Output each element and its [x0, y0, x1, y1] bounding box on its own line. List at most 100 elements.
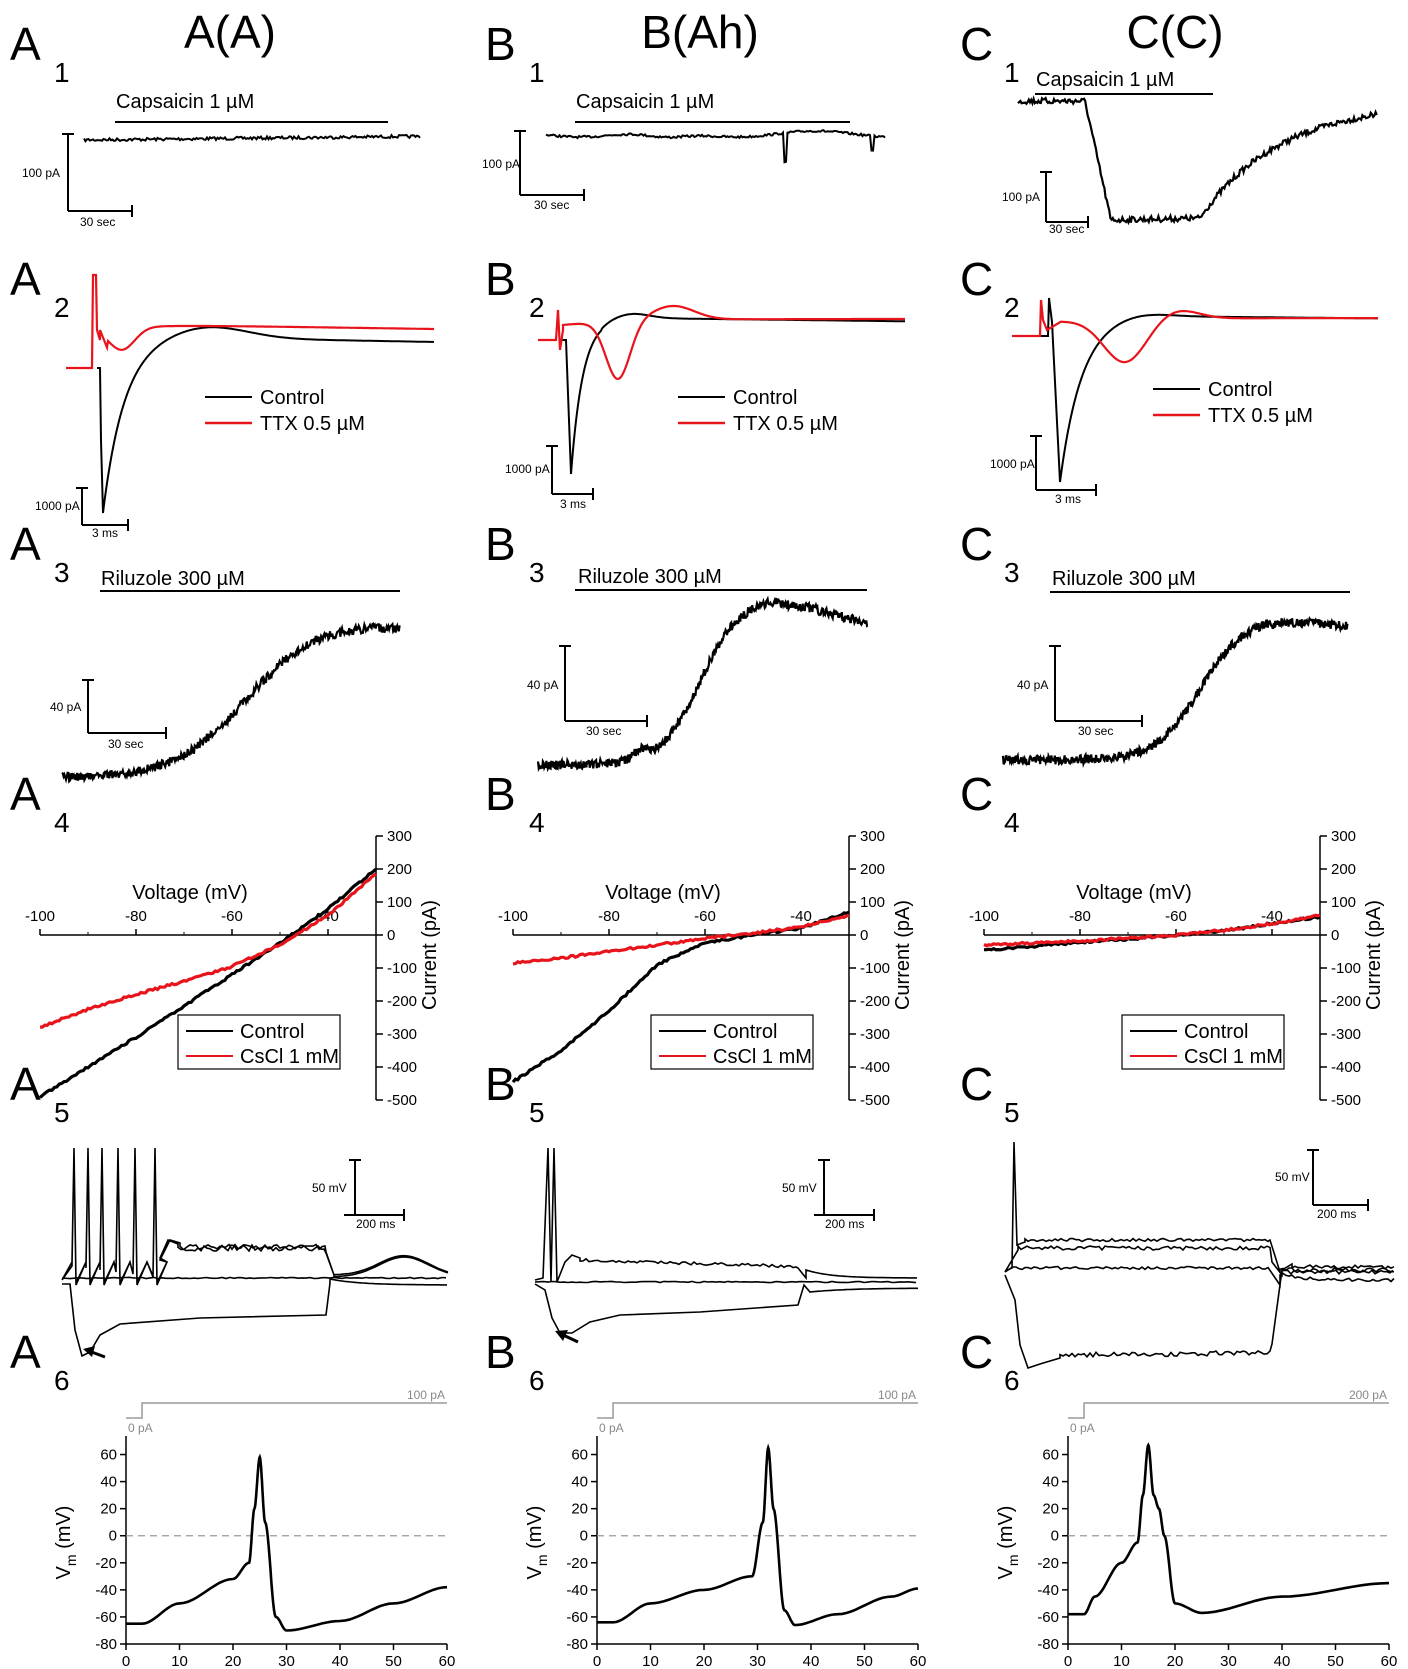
- legend: Control CsCl 1 mM: [177, 1014, 341, 1070]
- scale-time-label: 30 sec: [1078, 724, 1113, 738]
- y-tick-label: 60: [571, 1447, 588, 1464]
- drug-label: Riluzole 300 µM: [101, 568, 245, 590]
- legend: Control CsCl 1 mM: [1121, 1014, 1285, 1070]
- legend-cscl: CsCl 1 mM: [240, 1046, 339, 1068]
- svg-text:5: 5: [1004, 1097, 1020, 1128]
- panel-label-b5: B5: [485, 1058, 545, 1128]
- y-tick-label: 200: [387, 861, 412, 878]
- x-tick-label: -60: [1165, 908, 1187, 925]
- stim-step-label: 200 pA: [1349, 1388, 1387, 1402]
- y-tick-label: 20: [571, 1501, 588, 1518]
- y-axis-label: Vm (mV): [53, 1506, 79, 1580]
- panel-label-b2: B2: [485, 253, 545, 323]
- svg-text:4: 4: [54, 807, 70, 838]
- x-tick-label: 30: [278, 1653, 295, 1669]
- y-tick-label: -60: [566, 1609, 588, 1626]
- y-axis-label: Current (pA): [892, 900, 914, 1010]
- y-tick-label: -80: [1037, 1636, 1059, 1653]
- x-tick-label: 50: [1327, 1653, 1344, 1669]
- svg-text:A: A: [10, 518, 41, 570]
- svg-text:B: B: [485, 18, 516, 70]
- scale-time-label: 30 sec: [534, 198, 569, 212]
- y-tick-label: 20: [100, 1501, 117, 1518]
- arrow-icon: [555, 1330, 579, 1344]
- scale-current-label: 40 pA: [50, 700, 81, 714]
- svg-text:C: C: [960, 518, 993, 570]
- panel-label-b4: B4: [485, 768, 545, 838]
- x-axis-label: Voltage (mV): [605, 882, 721, 904]
- svg-text:3: 3: [529, 557, 545, 588]
- scale-voltage-label: 50 mV: [1275, 1170, 1310, 1184]
- y-tick-label: 20: [1042, 1501, 1059, 1518]
- drug-label: Riluzole 300 µM: [1052, 568, 1196, 590]
- scale-time-label: 30 sec: [1049, 222, 1084, 236]
- y-tick-label: -40: [566, 1582, 588, 1599]
- x-tick-label: 0: [593, 1653, 601, 1669]
- svg-text:B: B: [485, 768, 516, 820]
- scale-voltage-label: 50 mV: [782, 1181, 817, 1195]
- ap-trace: [597, 1443, 919, 1627]
- x-tick-label: -100: [25, 908, 55, 925]
- y-tick-label: 0: [860, 927, 868, 944]
- y-tick-label: 0: [1331, 927, 1339, 944]
- svg-text:C: C: [960, 1326, 993, 1378]
- legend-control: Control: [1184, 1021, 1248, 1043]
- scale-current-label: 40 pA: [1017, 678, 1048, 692]
- panel-label-a1: A1: [10, 18, 70, 88]
- y-tick-label: 300: [387, 828, 412, 845]
- x-tick-label: 50: [856, 1653, 873, 1669]
- y-tick-label: -100: [860, 960, 890, 977]
- y-tick-label: -20: [95, 1555, 117, 1572]
- y-tick-label: 200: [1331, 861, 1356, 878]
- y-axis-label: Vm (mV): [524, 1506, 550, 1580]
- panel-label-b3: B3: [485, 518, 545, 588]
- x-tick-label: -100: [498, 908, 528, 925]
- legend-cscl: CsCl 1 mM: [713, 1046, 812, 1068]
- y-tick-label: -80: [95, 1636, 117, 1653]
- svg-text:6: 6: [529, 1365, 545, 1396]
- panel-label-c4: C4: [960, 768, 1020, 838]
- x-tick-label: -60: [694, 908, 716, 925]
- x-tick-label: -80: [598, 908, 620, 925]
- scale-time-label: 3 ms: [560, 497, 586, 511]
- trace: [61, 620, 401, 784]
- svg-text:1: 1: [1004, 57, 1020, 88]
- y-tick-label: 100: [860, 894, 885, 911]
- x-tick-label: 0: [122, 1653, 130, 1669]
- scale-time-label: 3 ms: [1055, 492, 1081, 506]
- panel-label-a6: A6: [10, 1326, 70, 1396]
- y-tick-label: -500: [860, 1092, 890, 1109]
- x-tick-label: 20: [1167, 1653, 1184, 1669]
- x-tick-label: 20: [696, 1653, 713, 1669]
- scale-time-label: 200 ms: [825, 1217, 864, 1231]
- scale-voltage-label: 50 mV: [312, 1181, 347, 1195]
- scale-time-label: 200 ms: [1317, 1207, 1356, 1221]
- stimulus-step: [1068, 1402, 1389, 1419]
- svg-text:5: 5: [529, 1097, 545, 1128]
- x-tick-label: 30: [749, 1653, 766, 1669]
- y-tick-label: -200: [387, 993, 417, 1010]
- x-tick-label: 60: [910, 1653, 927, 1669]
- x-tick-label: 40: [803, 1653, 820, 1669]
- y-tick-label: -300: [387, 1026, 417, 1043]
- svg-text:A: A: [10, 768, 41, 820]
- scale-time-label: 3 ms: [92, 526, 118, 540]
- x-tick-label: 60: [1381, 1653, 1398, 1669]
- x-axis-label: Voltage (mV): [1076, 882, 1192, 904]
- x-tick-label: -80: [1069, 908, 1091, 925]
- row3-riluzole: Riluzole 300 µM Riluzole 300 µM Riluzole…: [50, 566, 1350, 784]
- svg-text:A: A: [10, 1326, 41, 1378]
- svg-text:C: C: [960, 18, 993, 70]
- svg-text:4: 4: [529, 807, 545, 838]
- x-tick-label: 10: [642, 1653, 659, 1669]
- series-control: [38, 867, 378, 1099]
- panel-label-a5: A5: [10, 1058, 70, 1128]
- legend-control: Control: [240, 1021, 304, 1043]
- legend-control: Control: [713, 1021, 777, 1043]
- y-tick-label: 300: [1331, 828, 1356, 845]
- y-tick-label: -200: [860, 993, 890, 1010]
- svg-text:2: 2: [1004, 292, 1020, 323]
- stim-step-label: 100 pA: [407, 1388, 445, 1402]
